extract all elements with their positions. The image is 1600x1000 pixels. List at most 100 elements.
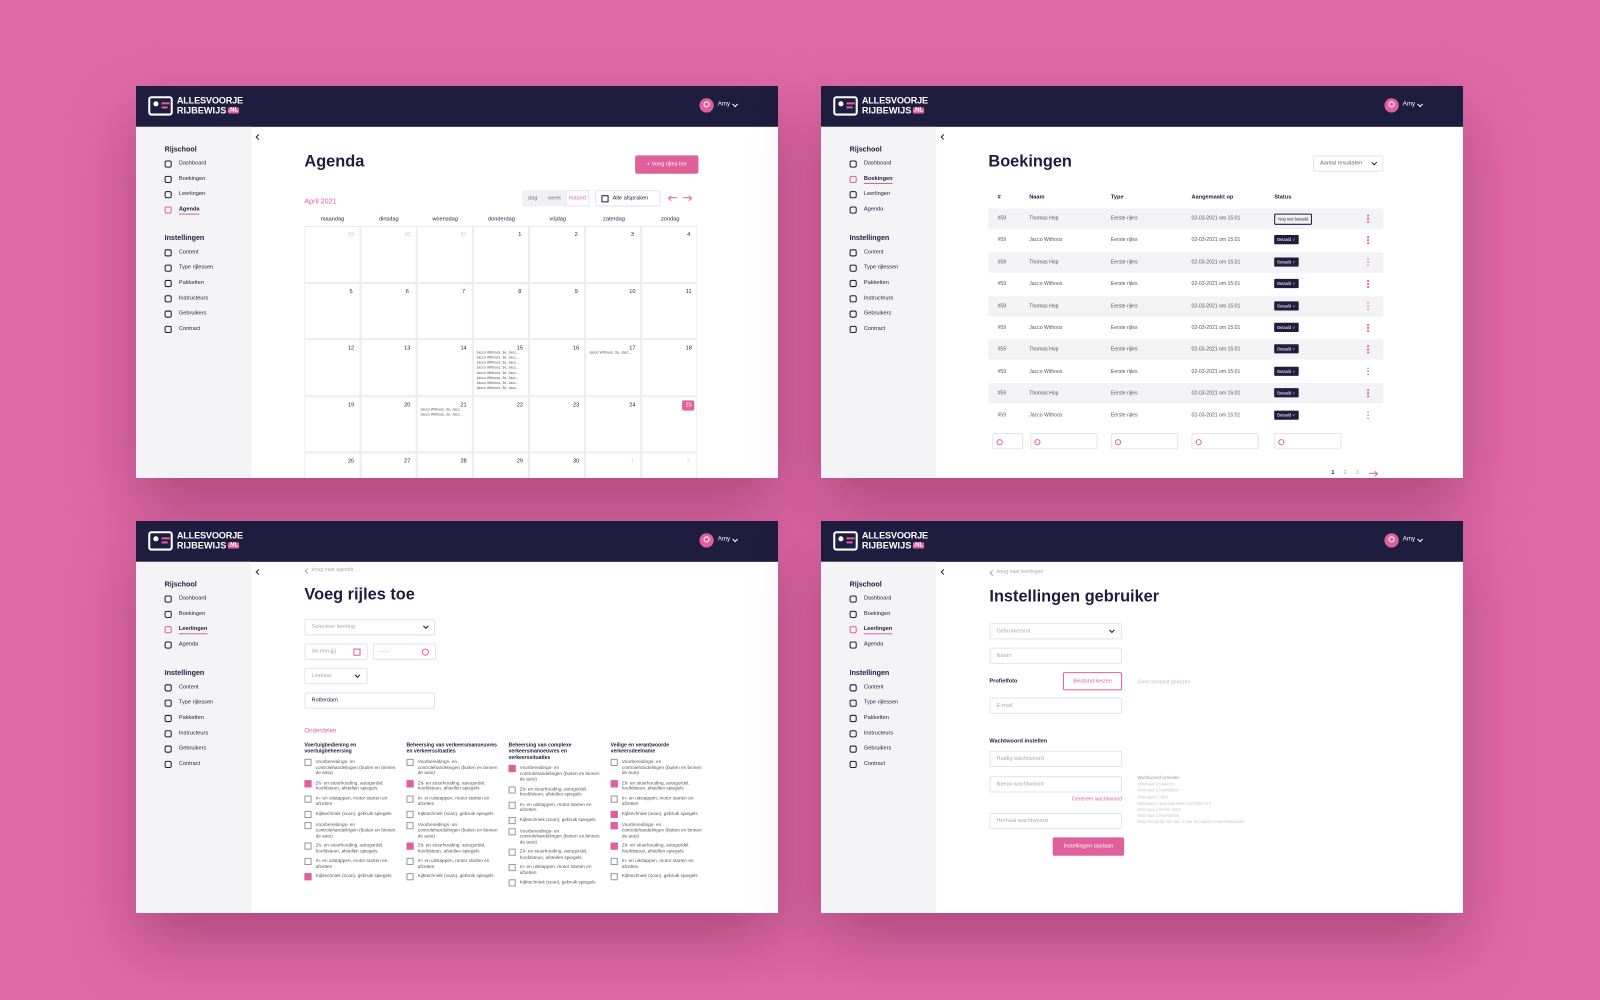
day-cell[interactable]: 19 [303, 395, 361, 453]
event[interactable]: Jacco Withoos, 3e, Jacc... [476, 370, 519, 375]
sidebar-item[interactable]: Dashboard [863, 160, 892, 167]
day-cell[interactable]: 9 [529, 282, 586, 340]
back-link[interactable]: terug naar agenda [311, 566, 354, 574]
checkbox-row[interactable]: Voorbereidings- en controlehandelingen (… [508, 827, 601, 845]
checkbox-row[interactable]: Voorbereidings- en controlehandelingen (… [406, 821, 498, 839]
day-cell[interactable]: 1 [472, 225, 530, 283]
sidebar-item[interactable]: Pakketten [178, 279, 204, 287]
day-cell[interactable]: 13 [360, 339, 417, 396]
checkbox-row[interactable]: In- en uitstappen, motor starten en afze… [508, 801, 601, 812]
student-select[interactable]: Selecteer leerling [304, 618, 436, 636]
arrow-icon[interactable] [683, 197, 692, 199]
file-button[interactable]: Bestand kiezen [1062, 672, 1123, 691]
event[interactable]: Jacco Withoos, 3e, Jacc... [476, 360, 519, 365]
event[interactable]: Jacco Withoos, 3e, Jacc... [476, 375, 519, 380]
sidebar-item[interactable]: Leerlingen [178, 626, 208, 635]
event[interactable]: Jacco Withoos, 3e, Jacc... [476, 355, 519, 360]
date-input[interactable]: dd-mm-jjjj [304, 643, 368, 660]
checkbox-row[interactable]: In- en uitstappen, motor starten en afze… [610, 857, 703, 869]
sidebar-item[interactable]: Instructeurs [178, 295, 209, 302]
event[interactable]: Jacco Withoos, 3e, Jacc... [476, 350, 519, 355]
email-input[interactable]: E-mail [989, 697, 1123, 714]
day-cell[interactable]: 21 [416, 395, 473, 453]
search-input[interactable] [1110, 433, 1179, 450]
checkbox-row[interactable]: In- en uitstappen, motor starten en afze… [406, 795, 498, 806]
location-input[interactable]: Rotterdam [304, 692, 436, 709]
menu-dot[interactable] [1367, 367, 1369, 370]
menu-dot[interactable] [1367, 345, 1369, 348]
sidebar-item[interactable]: Content [863, 249, 884, 256]
day-cell[interactable]: 18 [641, 339, 698, 396]
user-avatar[interactable] [699, 533, 714, 548]
sidebar-item[interactable]: Pakketten [863, 714, 889, 722]
role-select[interactable]: Gebruikersrol [989, 623, 1123, 640]
checkbox-row[interactable]: In- en uitstappen, motor starten en afze… [304, 857, 396, 869]
event[interactable]: Jacco Withoos, 3e, Jacc... [476, 380, 519, 386]
sidebar-item[interactable]: Instructeurs [178, 730, 209, 737]
checkbox-row[interactable]: Zit- en stuurhouding, autogordel, hoofds… [406, 842, 498, 854]
sidebar-item[interactable]: Dashboard [178, 595, 207, 602]
menu-dot[interactable] [1367, 258, 1369, 260]
checkbox-row[interactable]: Voorbereidings- en controlehandelingen (… [508, 764, 601, 782]
checkbox-row[interactable]: In- en uitstappen, motor starten en afze… [508, 863, 601, 875]
checkbox-row[interactable]: Kijktechniek (scan), gebruik spiegels [508, 879, 601, 887]
checkbox-row[interactable]: Zit- en stuurhouding, autogordel, hoofds… [610, 779, 703, 791]
event[interactable]: Jacco Withoos, 3e, Jacc... [476, 365, 519, 370]
checkbox-row[interactable]: Kijktechniek (scan), gebruik spiegels [304, 873, 396, 881]
checkbox-row[interactable]: Zit- en stuurhouding, autogordel, hoofds… [508, 785, 601, 797]
day-cell[interactable]: 30 [529, 452, 586, 478]
user-name[interactable]: Amy [717, 101, 731, 108]
menu-dot[interactable] [1367, 389, 1369, 391]
menu-dot[interactable] [1367, 214, 1369, 217]
view-option[interactable]: week [547, 195, 562, 202]
sidebar-item[interactable]: Content [178, 684, 199, 691]
checkbox-row[interactable]: Voorbereidings- en controlehandelingen (… [304, 821, 396, 839]
sidebar-item[interactable]: Gebruikers [863, 310, 892, 317]
sidebar-item[interactable]: Instructeurs [863, 295, 894, 302]
menu-dot[interactable] [1367, 323, 1369, 326]
checkbox-row[interactable]: Zit- en stuurhouding, autogordel, hoofds… [406, 779, 498, 791]
day-cell[interactable]: 10 [585, 282, 642, 340]
sidebar-item[interactable]: Leerlingen [178, 191, 206, 198]
sidebar-item[interactable]: Agenda [178, 206, 200, 215]
password-input[interactable]: Huidig wachtwoord [989, 750, 1123, 767]
checkbox-row[interactable]: Zit- en stuurhouding, autogordel, hoofds… [304, 779, 396, 791]
checkbox-row[interactable]: In- en uitstappen, motor starten en afze… [304, 795, 396, 806]
day-cell[interactable]: 24 [585, 395, 642, 453]
menu-dot[interactable] [1367, 411, 1369, 413]
day-cell[interactable]: 30 [360, 225, 417, 283]
filter[interactable]: Alle afspraken [595, 190, 661, 207]
day-cell[interactable]: 2 [641, 452, 698, 478]
results-select[interactable]: Aantal resultaten [1312, 155, 1384, 172]
sidebar-item[interactable]: Type rijlessen [178, 264, 214, 271]
day-cell[interactable]: 1 [585, 452, 642, 478]
sidebar-item[interactable]: Boekingen [178, 175, 206, 182]
day-cell[interactable]: 31 [416, 225, 473, 283]
sidebar-item[interactable]: Content [863, 684, 884, 691]
day-cell[interactable]: 15 [472, 339, 530, 396]
event[interactable]: Jacco Withoos, 3e, Jacc... [588, 350, 632, 355]
checkbox-row[interactable]: In- en uitstappen, motor starten en afze… [610, 795, 703, 806]
view-option[interactable]: dag [528, 195, 538, 202]
page-link[interactable]: 2 [1343, 469, 1347, 476]
add-button[interactable]: + Voeg rijles toe [635, 155, 699, 174]
sidebar-item[interactable]: Type rijlessen [863, 264, 899, 271]
day-cell[interactable]: 14 [416, 339, 473, 396]
day-cell[interactable]: 23 [529, 395, 586, 453]
checkbox-row[interactable]: Kijktechniek (scan), gebruik spiegels [406, 873, 498, 881]
user-name[interactable]: Amy [717, 536, 731, 543]
sidebar-item[interactable]: Gebruikers [863, 745, 892, 752]
column-header[interactable]: Aangemaakt op [1191, 194, 1234, 201]
search-input[interactable] [1274, 433, 1342, 450]
sidebar-item[interactable]: Boekingen [863, 610, 891, 617]
day-cell[interactable]: 16 [529, 339, 586, 396]
sidebar-item[interactable]: Agenda [863, 641, 884, 648]
column-header[interactable]: # [997, 194, 1001, 201]
password-input[interactable]: Nieuw wachtwoord [989, 776, 1123, 793]
generate-link[interactable]: Genereer wachtwoord [1071, 796, 1123, 803]
day-cell[interactable]: 20 [360, 395, 417, 453]
user-name[interactable]: Amy [1402, 536, 1416, 543]
day-cell[interactable]: 2 [529, 225, 586, 283]
checkbox-row[interactable]: Zit- en stuurhouding, autogordel, hoofds… [304, 842, 396, 854]
arrow-icon[interactable] [668, 197, 677, 199]
